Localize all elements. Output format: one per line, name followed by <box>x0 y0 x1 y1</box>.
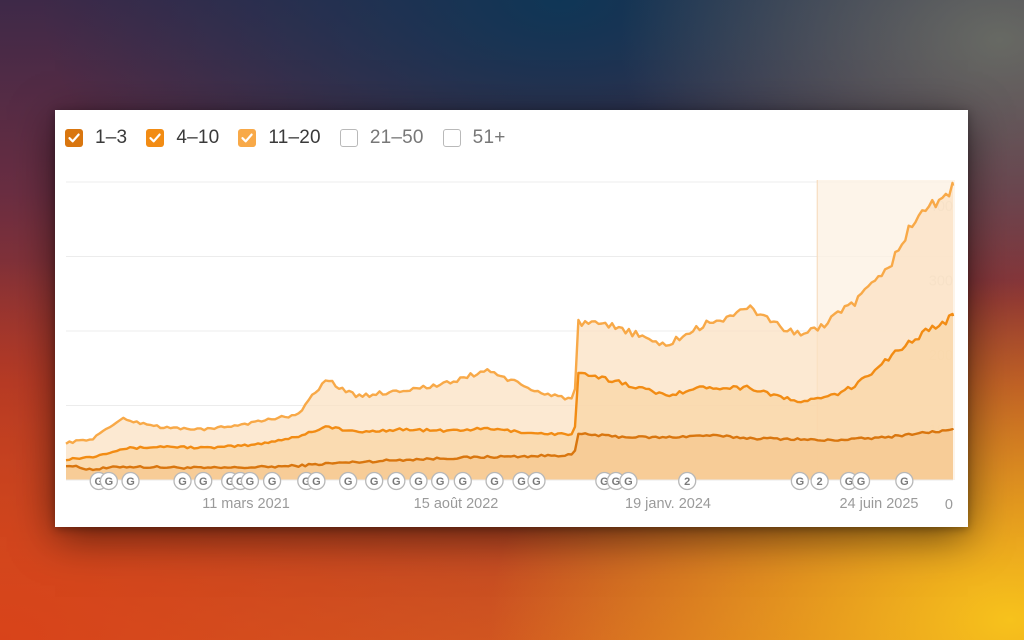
annotation-label: G <box>246 476 255 488</box>
annotation-label: G <box>845 476 854 488</box>
google-update-icon <box>307 471 326 491</box>
annotation-label: G <box>178 476 187 488</box>
annotation-label: G <box>532 476 541 488</box>
annotation-label: G <box>624 476 633 488</box>
google-update-icon <box>365 471 384 491</box>
checkbox-51-plus[interactable] <box>442 129 461 147</box>
legend-label-51-plus: 51+ <box>472 127 506 148</box>
check-icon <box>68 133 80 143</box>
google-update-icon <box>527 471 546 491</box>
annotation-label: G <box>94 476 103 488</box>
series-line-4–10 <box>65 312 955 462</box>
annotation-label: 2 <box>817 476 823 488</box>
google-update-icon <box>895 471 914 491</box>
annotation-label: G <box>857 476 866 488</box>
legend-item-21-50[interactable]: 21–50 <box>339 127 424 149</box>
legend-label-21-50: 21–50 <box>369 127 424 148</box>
google-update-icon <box>339 471 358 491</box>
annotation-label: G <box>268 476 277 488</box>
legend-label-4-10: 4–10 <box>176 127 220 148</box>
annotation-label: G <box>900 476 909 488</box>
annotation-label: G <box>312 476 321 488</box>
checkbox-4-10[interactable] <box>146 129 165 147</box>
annotation-label: G <box>600 476 609 488</box>
google-update-icon <box>262 471 282 491</box>
checkbox-1-3[interactable] <box>65 129 83 147</box>
legend-item-11-20[interactable]: 11–20 <box>238 127 321 149</box>
annotation-count-marker <box>810 471 829 491</box>
annotation-label: G <box>302 476 311 488</box>
google-update-icon <box>194 471 213 491</box>
annotation-label: G <box>370 476 379 488</box>
check-icon <box>241 133 254 143</box>
series-line-1–3 <box>65 428 955 472</box>
annotation-label: G <box>490 476 499 488</box>
google-update-icon <box>619 471 638 491</box>
x-tick-label: 11 mars 2021 <box>202 496 290 512</box>
legend-item-1-3[interactable]: 1–3 <box>65 127 127 149</box>
x-tick-label: 19 janv. 2024 <box>625 496 711 512</box>
y-tick-label: 0 <box>945 497 953 513</box>
annotation-label: G <box>236 476 245 488</box>
legend-label-1-3: 1–3 <box>95 127 128 148</box>
x-tick-label: 24 juin 2025 <box>839 496 918 512</box>
annotation-label: G <box>126 476 135 488</box>
google-update-icon <box>453 471 472 491</box>
google-update-icon <box>409 471 428 491</box>
google-update-icon <box>431 471 450 491</box>
google-update-icon <box>387 471 406 491</box>
google-update-icon <box>485 471 504 491</box>
chart-card: 1–3 4–10 11–20 21–50 51+ 010020030040011… <box>55 110 968 527</box>
annotation-label: G <box>436 476 445 488</box>
legend: 1–3 4–10 11–20 21–50 51+ <box>65 125 525 151</box>
annotation-label: G <box>517 476 526 488</box>
checkbox-11-20[interactable] <box>238 129 257 147</box>
google-update-icon <box>99 471 119 491</box>
legend-label-11-20: 11–20 <box>268 127 321 148</box>
google-update-icon <box>790 471 810 491</box>
checkbox-21-50[interactable] <box>339 129 358 147</box>
google-update-icon <box>240 471 260 491</box>
google-update-icon <box>851 471 871 491</box>
annotation-label: G <box>226 476 235 488</box>
annotation-label: G <box>796 476 805 488</box>
x-tick-label: 15 août 2022 <box>414 496 499 512</box>
google-update-icon <box>173 471 192 491</box>
annotation-label: G <box>414 476 423 488</box>
google-update-icon <box>121 471 140 491</box>
check-icon <box>149 133 162 143</box>
annotation-count-marker <box>678 471 697 491</box>
annotation-label: G <box>344 476 353 488</box>
annotation-label: G <box>612 476 621 488</box>
annotation-label: G <box>199 476 208 488</box>
annotation-label: G <box>392 476 401 488</box>
annotation-label: G <box>105 476 114 488</box>
annotation-label: 2 <box>684 476 690 488</box>
legend-item-4-10[interactable]: 4–10 <box>146 127 219 149</box>
legend-item-51-plus[interactable]: 51+ <box>442 127 506 149</box>
series-line-11–20 <box>65 181 955 445</box>
annotation-label: G <box>459 476 468 488</box>
